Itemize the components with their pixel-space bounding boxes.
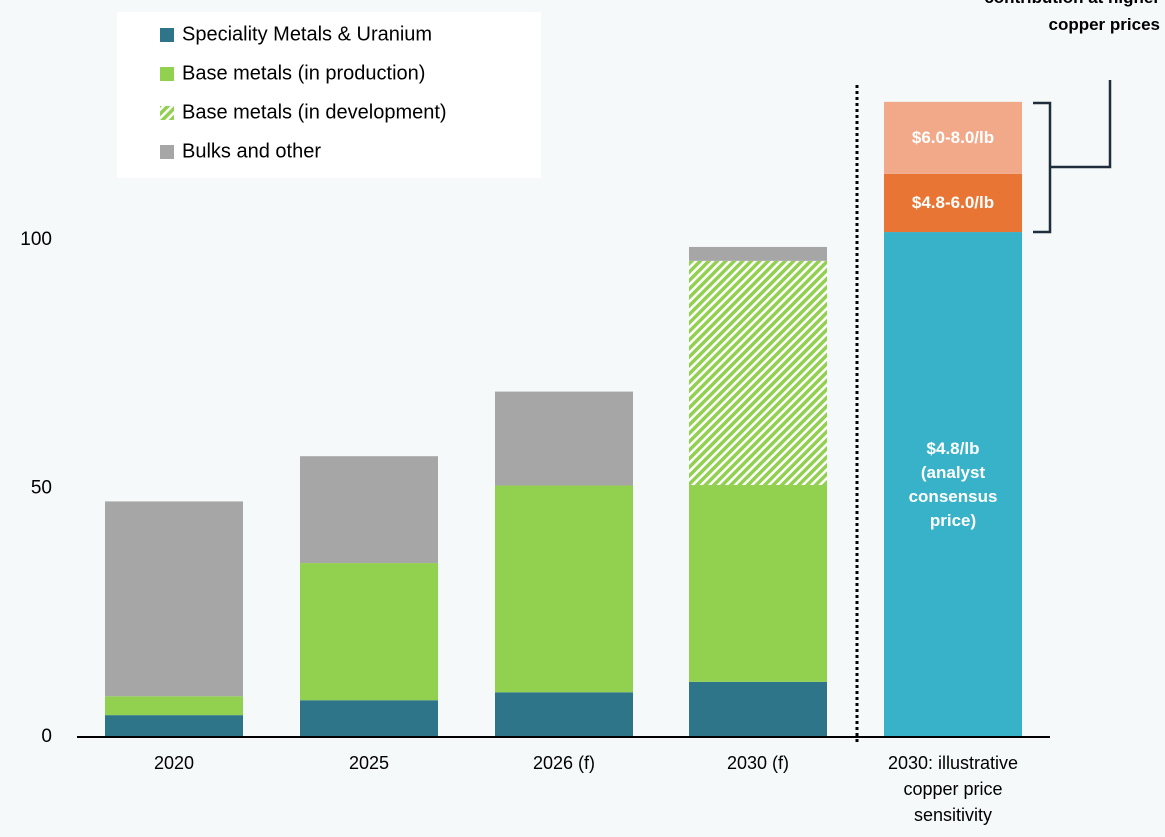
legend-swatch [160,145,174,159]
x-tick-label: 2030: illustrative copper price sensitiv… [887,753,1019,825]
bar-segment [105,696,243,716]
bar-segment [689,681,827,737]
y-tick-label: 0 [41,726,52,747]
bar-segment [884,101,1022,174]
bar-label: $4.8-6.0/lb [911,192,995,212]
y-tick-label: 50 [31,478,52,499]
bar-segment [300,700,438,737]
annotation: copper prices [1048,15,1161,34]
legend-swatch [160,106,174,120]
bar-segment [495,391,633,486]
bar-segment [884,232,1022,737]
legend-label: Base metals (in production) [182,62,425,84]
x-tick-label: 2020 [153,753,195,773]
legend-box [117,12,541,178]
legend-label: Base metals (in development) [182,101,447,123]
bar-segment [105,501,243,697]
bar-segment [495,692,633,737]
x-tick-label: 2030 (f) [726,753,790,773]
bar-label: $6.0-8.0/lb [911,127,995,147]
bar-segment [884,173,1022,233]
bar-segment [300,563,438,701]
legend-swatch [160,28,174,42]
x-tick-label: 2026 (f) [532,753,596,773]
x-tick-label: 2025 [348,753,390,773]
bracket [1033,80,1112,234]
annotation: contribution at higher [984,0,1160,8]
bar-segment [689,260,827,486]
bar-segment [495,485,633,693]
bar-segment [689,246,827,261]
bar-segment [105,715,243,737]
legend-label: Speciality Metals & Uranium [182,23,432,45]
bar-label: $4.8/lb (analyst consensus price) [908,438,998,530]
bar-segment [300,456,438,564]
bar-segment [689,485,827,682]
legend-swatch [160,67,174,81]
y-tick-label: 150 [20,0,52,2]
y-tick-label: 100 [20,229,52,250]
legend-label: Bulks and other [182,140,321,162]
